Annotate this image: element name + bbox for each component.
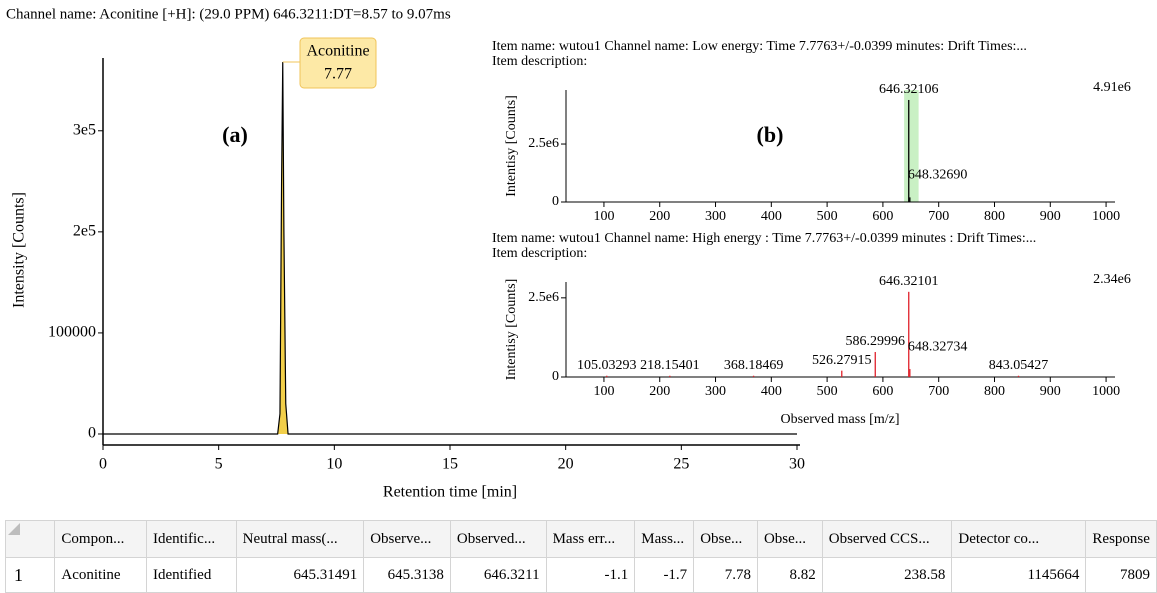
data-row: 1 Aconitine Identified 645.31491 645.3138 646… (4, 557, 1157, 593)
chromatogram-line (103, 62, 797, 435)
x-tick-label: 700 (928, 384, 949, 399)
x-tick-label: 300 (705, 209, 726, 224)
column-header: Response (1085, 520, 1157, 558)
peak-label: 843.05427 (989, 358, 1049, 373)
y-tick-label: 0 (552, 369, 559, 384)
x-tick-label: 600 (872, 384, 893, 399)
results-table: Compon... Identific... Neutral mass(... Obs… (4, 520, 1157, 593)
x-axis-label: Observed mass [m/z] (781, 412, 900, 427)
y-tick-label: 0 (88, 425, 96, 442)
peak-label: 646.32101 (879, 274, 939, 289)
corner-icon (7, 522, 20, 535)
x-tick-label: 25 (673, 456, 689, 473)
cell: 238.58 (821, 557, 953, 593)
peak-label: 526.27915 (812, 353, 872, 368)
x-tick-label: 800 (984, 384, 1005, 399)
item-header: Item description: (492, 246, 587, 261)
column-header: Compon... (54, 520, 148, 558)
x-axis-label: Retention time [min] (383, 484, 517, 501)
y-axis-label: Intentisy [Counts] (504, 279, 519, 381)
peak-label: 586.29996 (846, 334, 906, 349)
x-tick-label: 30 (789, 456, 805, 473)
cell: 645.31491 (235, 557, 365, 593)
column-header: Observed CCS... (821, 520, 953, 558)
corner-cell (4, 520, 56, 558)
column-header: Detector co... (951, 520, 1087, 558)
figure: Channel name: Aconitine [+H]: (29.0 PPM)… (6, 6, 1131, 501)
x-tick-label: 200 (649, 384, 670, 399)
cell: 645.3138 (363, 557, 451, 593)
x-tick-label: 500 (817, 384, 838, 399)
row-number: 1 (4, 557, 56, 593)
panel-label: (a) (222, 122, 248, 147)
cell: 1145664 (951, 557, 1087, 593)
peak-label: 218.15401 (640, 358, 700, 373)
x-tick-label: 300 (705, 384, 726, 399)
x-tick-label: 800 (984, 209, 1005, 224)
x-tick-label: 1000 (1092, 209, 1120, 224)
x-tick-label: 100 (593, 384, 614, 399)
chart-title: Channel name: Aconitine [+H]: (29.0 PPM)… (6, 6, 451, 22)
cell: Identified (146, 557, 237, 593)
peak-label: 368.18469 (724, 358, 784, 373)
cell: 8.82 (756, 557, 823, 593)
x-tick-label: 0 (99, 456, 107, 473)
cell: -1.7 (634, 557, 695, 593)
peak-label: 646.32106 (879, 82, 939, 97)
cell: -1.1 (545, 557, 636, 593)
cell: Aconitine (54, 557, 148, 593)
x-tick-label: 1000 (1092, 384, 1120, 399)
cell: 646.3211 (449, 557, 547, 593)
column-header: Neutral mass(... (235, 520, 365, 558)
peak-label: 648.32690 (908, 168, 968, 183)
x-tick-label: 400 (761, 384, 782, 399)
y-tick-label: 2.5e6 (528, 290, 559, 305)
y-tick-label: 100000 (48, 324, 96, 341)
annotation-value: 7.77 (324, 66, 352, 83)
x-tick-label: 900 (1040, 209, 1061, 224)
x-tick-label: 5 (215, 456, 223, 473)
panel-label: (b) (757, 122, 784, 147)
peak-area (103, 62, 797, 434)
item-header: Item description: (492, 54, 587, 69)
column-header: Observed... (449, 520, 547, 558)
y-tick-label: 2e5 (73, 223, 96, 240)
x-tick-label: 15 (442, 456, 458, 473)
annotation-label: Aconitine (306, 43, 369, 60)
highlight-band (904, 90, 919, 202)
x-tick-label: 700 (928, 209, 949, 224)
column-header: Obse... (693, 520, 758, 558)
x-tick-label: 900 (1040, 384, 1061, 399)
peak-label: 105.03293 (577, 358, 637, 373)
column-header: Mass err... (545, 520, 636, 558)
column-header: Mass... (634, 520, 695, 558)
max-intensity: 2.34e6 (1093, 272, 1131, 287)
y-tick-label: 3e5 (73, 121, 96, 138)
y-tick-label: 2.5e6 (528, 136, 559, 151)
cell: 7809 (1085, 557, 1157, 593)
column-header: Observe... (363, 520, 451, 558)
column-header: Obse... (756, 520, 823, 558)
x-tick-label: 10 (326, 456, 342, 473)
cell: 7.78 (693, 557, 758, 593)
x-tick-label: 100 (593, 209, 614, 224)
max-intensity: 4.91e6 (1093, 80, 1131, 95)
peak-label: 648.32734 (908, 339, 968, 354)
item-header: Item name: wutou1 Channel name: High ene… (492, 231, 1036, 246)
x-tick-label: 400 (761, 209, 782, 224)
y-axis-label: Intensity [Counts] (11, 192, 28, 308)
y-axis-label: Intentisy [Counts] (504, 95, 519, 197)
x-tick-label: 500 (817, 209, 838, 224)
item-header: Item name: wutou1 Channel name: Low ener… (492, 39, 1027, 54)
column-header: Identific... (146, 520, 237, 558)
x-tick-label: 20 (558, 456, 574, 473)
x-tick-label: 200 (649, 209, 670, 224)
x-tick-label: 600 (872, 209, 893, 224)
y-tick-label: 0 (552, 194, 559, 209)
header-row: Compon... Identific... Neutral mass(... Obs… (4, 520, 1157, 558)
annotation-box (299, 37, 377, 89)
